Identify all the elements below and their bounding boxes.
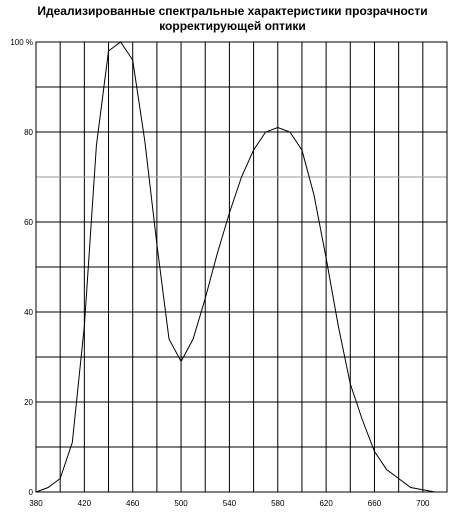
chart-title: Идеализированные спектральные характерис…: [0, 4, 465, 34]
y-tick-label: 80: [24, 128, 33, 137]
y-tick-label: 100 %: [10, 38, 33, 47]
y-tick-label: 60: [24, 218, 33, 227]
y-tick-label: 0: [29, 488, 34, 497]
series-line-1: [35, 41, 435, 493]
x-tick-label: 500: [174, 499, 188, 508]
chart-title-line-1: Идеализированные спектральные характерис…: [37, 4, 428, 18]
x-tick-label: 580: [271, 499, 285, 508]
y-tick-label: 20: [24, 398, 33, 407]
x-tick-label: 660: [368, 499, 382, 508]
x-tick-label: 700: [416, 499, 430, 508]
series-layer: [35, 41, 435, 493]
chart-title-line-2: корректирующей оптики: [159, 19, 306, 33]
y-tick-label: 40: [24, 308, 33, 317]
x-tick-label: 460: [126, 499, 140, 508]
x-tick-label: 540: [223, 499, 237, 508]
x-tick-label: 420: [78, 499, 92, 508]
x-tick-label: 620: [319, 499, 333, 508]
x-axis-ticks: 380 420 460 500 540 580 620 660 700: [29, 499, 430, 508]
x-tick-label: 380: [29, 499, 43, 508]
y-axis-ticks: 0 20 40 60 80 100 %: [10, 38, 33, 497]
plot-frame: [35, 41, 448, 493]
grid-layer: [36, 42, 447, 492]
